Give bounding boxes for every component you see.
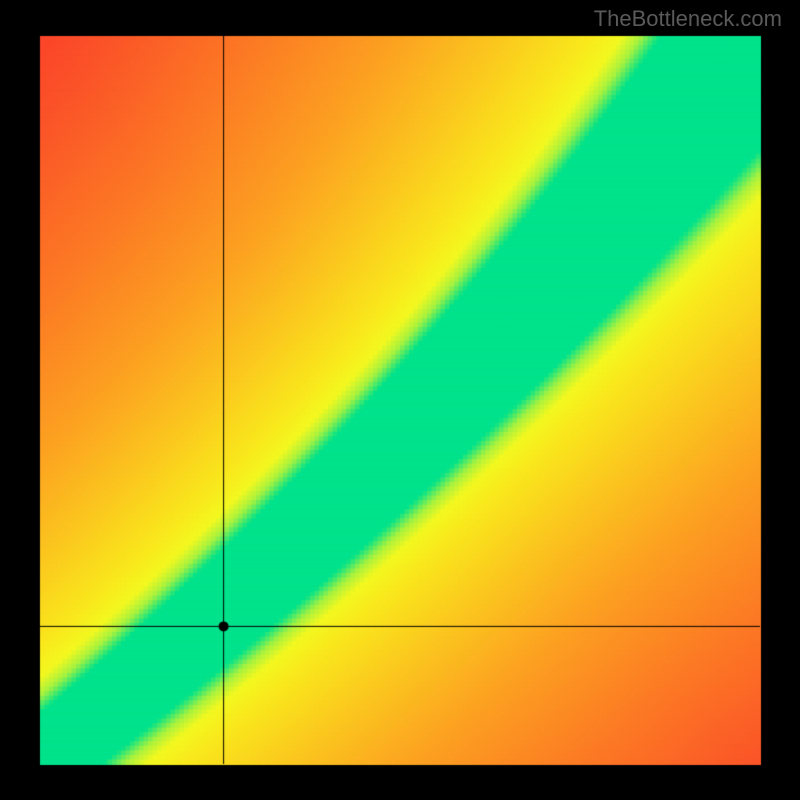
watermark-text: TheBottleneck.com <box>594 6 782 32</box>
heatmap-canvas <box>0 0 800 800</box>
chart-container: TheBottleneck.com <box>0 0 800 800</box>
